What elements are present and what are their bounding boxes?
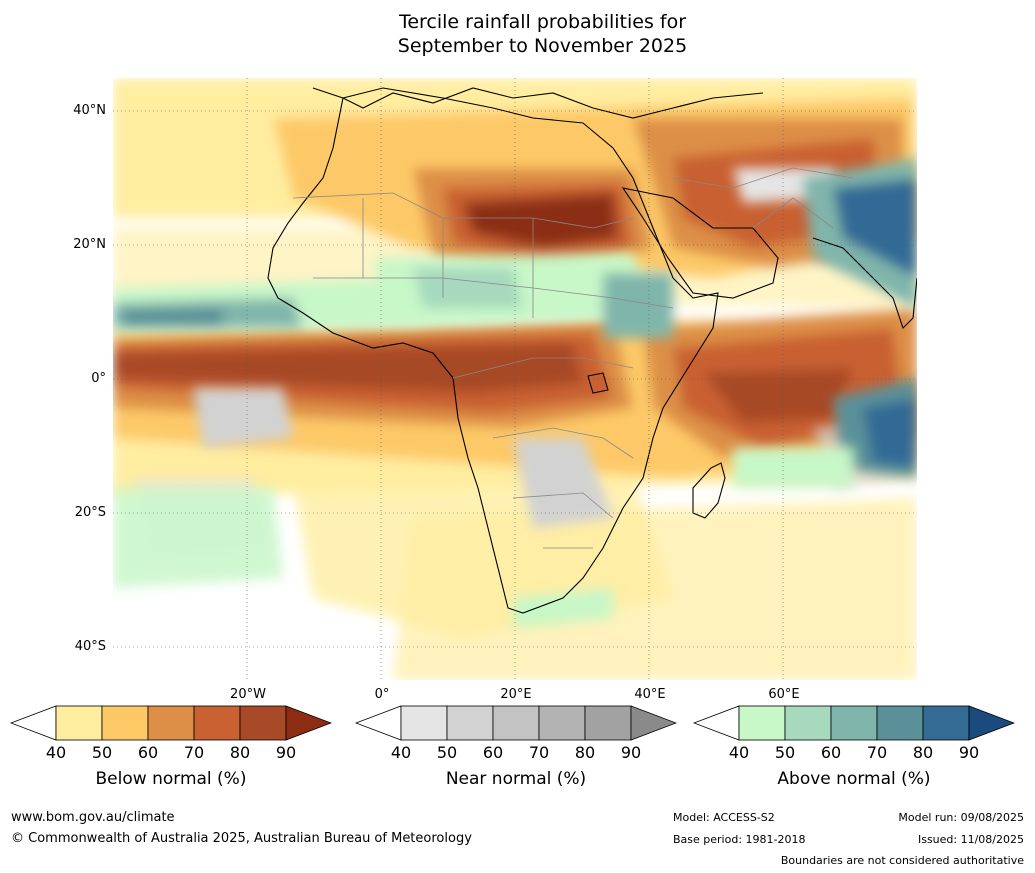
issued-text: Issued: 11/08/2025	[917, 833, 1024, 846]
colorbar-extend-high	[285, 705, 333, 741]
tick-label: 90	[275, 743, 297, 762]
map-svg	[113, 78, 917, 680]
map-title: Tercile rainfall probabilities for Septe…	[0, 10, 1035, 58]
coastlines	[267, 87, 917, 614]
colorbar-bin	[876, 705, 924, 741]
colorbar-bin	[922, 705, 970, 741]
tick-label: 50	[436, 743, 458, 762]
tick-label: 40	[728, 743, 750, 762]
colorbar-below-normal	[9, 705, 333, 745]
lon-label-60e: 60°E	[768, 687, 800, 702]
tick-label: 90	[958, 743, 980, 762]
colorbar-bin	[492, 705, 540, 741]
colorbar-bin	[193, 705, 241, 741]
colorbar-extend-high	[630, 705, 678, 741]
tick-label: 90	[620, 743, 642, 762]
colorbar-bin	[239, 705, 287, 741]
colorbar-below-normal-svg	[9, 705, 333, 741]
tick-label: 40	[390, 743, 412, 762]
colorbar-bin	[830, 705, 878, 741]
forecast-fields	[113, 78, 917, 680]
tick-label: 60	[820, 743, 842, 762]
tick-label: 80	[229, 743, 251, 762]
colorbar-near-normal	[354, 705, 678, 745]
colorbar-above-normal-title: Above normal (%)	[777, 769, 931, 789]
tick-label: 50	[91, 743, 113, 762]
colorbar-extend-low	[692, 705, 740, 741]
base-period-text: Base period: 1981-2018	[673, 833, 806, 846]
model-text: Model: ACCESS-S2	[673, 811, 775, 824]
colorbar-near-normal-svg	[354, 705, 678, 741]
lat-label-20n: 20°N	[73, 237, 106, 252]
colorbar-bin	[101, 705, 149, 741]
lat-label-40n: 40°N	[73, 103, 106, 118]
colorbar-above-normal	[692, 705, 1016, 745]
tick-label: 60	[137, 743, 159, 762]
tick-label: 80	[574, 743, 596, 762]
colorbar-bin	[147, 705, 195, 741]
disclaimer-text: Boundaries are not considered authoritat…	[780, 854, 1024, 867]
colorbar-bin	[584, 705, 632, 741]
lon-label-40e: 40°E	[634, 687, 666, 702]
tick-label: 40	[45, 743, 67, 762]
lat-label-40s: 40°S	[74, 639, 106, 654]
colorbar-bin	[55, 705, 103, 741]
colorbar-extend-low	[354, 705, 402, 741]
tick-label: 70	[866, 743, 888, 762]
colorbar-bin	[738, 705, 786, 741]
colorbar-near-normal-title: Near normal (%)	[445, 769, 587, 789]
lon-label-0: 0°	[374, 687, 390, 702]
colorbar-bin	[446, 705, 494, 741]
copyright-text: © Commonwealth of Australia 2025, Austra…	[11, 831, 472, 846]
tick-label: 80	[912, 743, 934, 762]
lon-label-20e: 20°E	[500, 687, 532, 702]
lat-label-20s: 20°S	[74, 505, 106, 520]
lon-label-20w: 20°W	[230, 687, 266, 702]
tick-label: 70	[528, 743, 550, 762]
colorbar-bin	[784, 705, 832, 741]
rainfall-map	[113, 78, 917, 680]
colorbar-below-normal-title: Below normal (%)	[95, 769, 247, 789]
tick-label: 50	[774, 743, 796, 762]
website-link[interactable]: www.bom.gov.au/climate	[11, 810, 175, 825]
colorbar-bin	[538, 705, 586, 741]
title-line-1: Tercile rainfall probabilities for	[398, 11, 687, 33]
country-boundaries	[292, 167, 854, 549]
model-run-text: Model run: 09/08/2025	[898, 811, 1024, 824]
colorbar-extend-low	[9, 705, 57, 741]
title-line-2: September to November 2025	[397, 35, 688, 57]
tick-label: 70	[183, 743, 205, 762]
tick-label: 60	[482, 743, 504, 762]
colorbar-extend-high	[968, 705, 1016, 741]
colorbar-bin	[400, 705, 448, 741]
graticule	[113, 78, 917, 680]
lat-label-0: 0°	[91, 371, 106, 386]
colorbar-above-normal-svg	[692, 705, 1016, 741]
